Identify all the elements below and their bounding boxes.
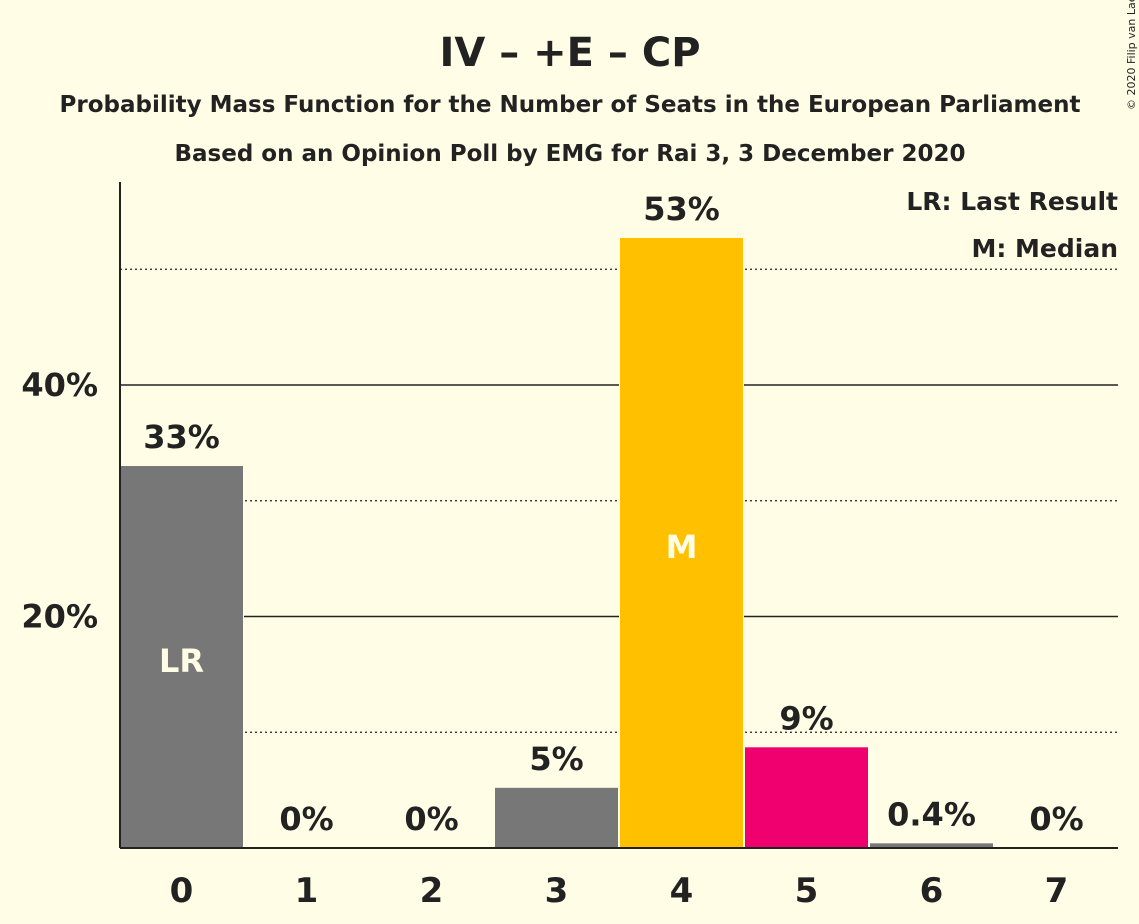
y-tick-label: 40%	[21, 366, 98, 404]
bars	[119, 236, 994, 848]
bar-seats-4	[620, 237, 743, 848]
value-label-5: 9%	[779, 699, 833, 737]
x-tick-label: 7	[1045, 871, 1069, 911]
chart-subtitle: Probability Mass Function for the Number…	[60, 92, 1081, 118]
value-label-0: 33%	[143, 418, 220, 456]
x-tick-label: 4	[670, 871, 694, 911]
x-tick-label: 0	[170, 871, 194, 911]
value-label-6: 0.4%	[887, 795, 976, 833]
copyright-note: © 2020 Filip van Laenen	[1125, 0, 1138, 110]
bar-marker-m: M	[666, 528, 698, 566]
value-label-1: 0%	[279, 800, 333, 838]
y-tick-label: 20%	[21, 598, 98, 636]
bar-seats-5	[745, 747, 868, 848]
bar-seats-3	[495, 787, 618, 848]
x-tick-label: 1	[295, 871, 319, 911]
bar-marker-lr: LR	[159, 642, 204, 680]
legend-median: M: Median	[971, 234, 1118, 263]
value-label-3: 5%	[529, 740, 583, 778]
bar-seats-0	[120, 466, 243, 848]
x-tick-label: 6	[920, 871, 944, 911]
value-label-7: 0%	[1029, 800, 1083, 838]
bar-seats-6	[870, 843, 993, 848]
legend-last-result: LR: Last Result	[906, 187, 1118, 216]
value-label-4: 53%	[643, 190, 720, 228]
chart-title: IV – +E – CP	[439, 30, 700, 76]
chart-subtitle-source: Based on an Opinion Poll by EMG for Rai …	[175, 141, 966, 167]
x-tick-label: 5	[795, 871, 819, 911]
axes: 20% 40% 0 1 2 3 4 5 6 7	[21, 182, 1118, 911]
value-label-2: 0%	[404, 800, 458, 838]
x-tick-label: 2	[420, 871, 444, 911]
x-tick-label: 3	[545, 871, 569, 911]
data-labels: 33% LR 0% 0% 5% 53% M 9% 0.4% 0%	[143, 190, 1083, 838]
